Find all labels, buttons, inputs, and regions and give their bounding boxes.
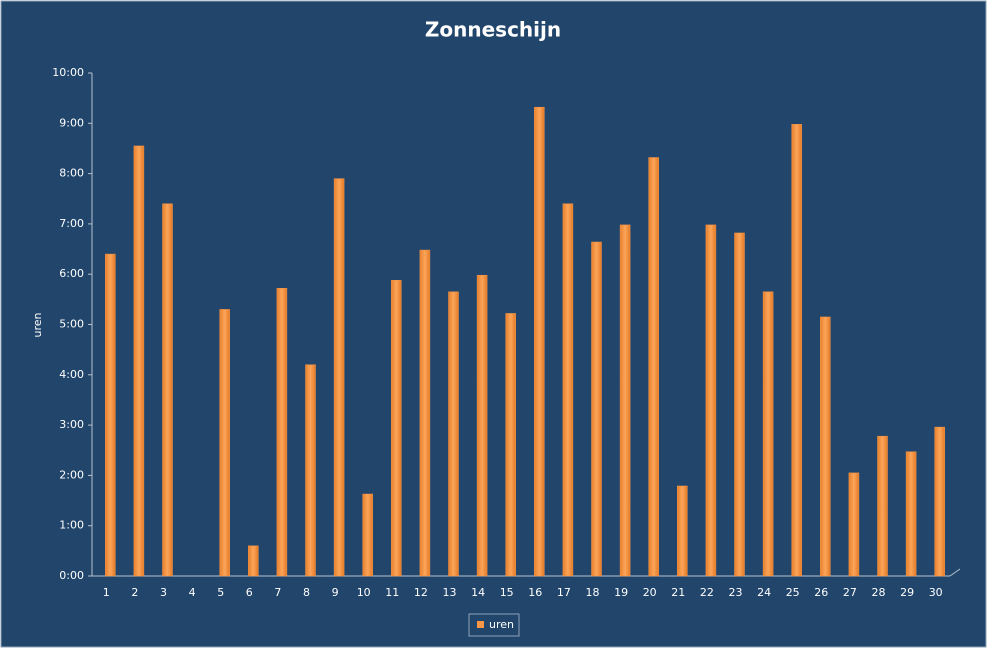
x-axis-depth (949, 568, 961, 577)
bar (248, 545, 259, 577)
bar (219, 309, 230, 577)
x-tick-label: 20 (643, 586, 657, 599)
x-tick-label: 14 (471, 586, 485, 599)
y-axis-label: uren (31, 312, 44, 337)
x-tick-label: 7 (274, 586, 281, 599)
y-tick-label: 8:00 (59, 167, 84, 180)
bar (505, 313, 516, 577)
chart-title: Zonneschijn (425, 18, 561, 42)
bar (820, 316, 831, 577)
y-tick-label: 7:00 (59, 217, 84, 230)
x-tick-label: 11 (385, 586, 399, 599)
y-tick-label: 6:00 (59, 267, 84, 280)
y-tick-label: 1:00 (59, 519, 84, 532)
x-tick-label: 19 (614, 586, 628, 599)
x-tick-label: 3 (160, 586, 167, 599)
bar (648, 157, 659, 577)
x-tick-label: 23 (729, 586, 743, 599)
bar (362, 493, 373, 577)
x-tick-label: 21 (671, 586, 685, 599)
x-tick-label: 27 (843, 586, 857, 599)
x-tick-label: 25 (786, 586, 800, 599)
bar (591, 241, 602, 577)
bar (848, 472, 860, 577)
x-tick-label: 15 (500, 586, 514, 599)
bar (791, 124, 802, 577)
bar (305, 364, 316, 577)
bar (877, 435, 888, 577)
bar (476, 274, 488, 577)
bar (391, 279, 402, 577)
x-tick-label: 2 (131, 586, 138, 599)
y-tick-label: 2:00 (59, 468, 84, 481)
y-tick-label: 10:00 (52, 66, 84, 79)
x-tick-label: 29 (900, 586, 914, 599)
bar (105, 253, 116, 577)
bar (276, 288, 288, 577)
bar (734, 232, 745, 577)
legend-label: uren (489, 618, 514, 631)
x-tick-label: 13 (443, 586, 457, 599)
x-tick-label: 10 (357, 586, 371, 599)
y-tick-label: 4:00 (59, 368, 84, 381)
y-tick-label: 9:00 (59, 116, 84, 129)
legend (468, 613, 520, 637)
x-tick-label: 12 (414, 586, 428, 599)
x-tick-label: 4 (189, 586, 196, 599)
x-tick-label: 26 (814, 586, 828, 599)
x-tick-label: 5 (217, 586, 224, 599)
x-tick-label: 16 (528, 586, 542, 599)
bar (619, 224, 631, 577)
x-tick-label: 1 (103, 586, 110, 599)
bar (333, 178, 345, 577)
bar (934, 426, 945, 577)
y-tick-label: 3:00 (59, 418, 84, 431)
bar (448, 291, 459, 577)
x-tick-label: 28 (872, 586, 886, 599)
bar (133, 145, 145, 577)
x-tick-label: 8 (303, 586, 310, 599)
bar (762, 291, 774, 577)
x-tick-label: 17 (557, 586, 571, 599)
x-tick-label: 6 (246, 586, 253, 599)
x-tick-label: 30 (929, 586, 943, 599)
legend-swatch (477, 621, 484, 628)
x-tick-label: 18 (586, 586, 600, 599)
x-tick-label: 9 (332, 586, 339, 599)
bar (905, 451, 917, 577)
bar (419, 249, 431, 577)
bar (562, 203, 574, 577)
bar (677, 485, 688, 577)
bar (162, 203, 173, 577)
x-tick-label: 24 (757, 586, 771, 599)
bar (534, 106, 545, 577)
y-tick-label: 0:00 (59, 569, 84, 582)
x-tick-label: 22 (700, 586, 714, 599)
y-tick-label: 5:00 (59, 318, 84, 331)
bar (705, 224, 717, 577)
